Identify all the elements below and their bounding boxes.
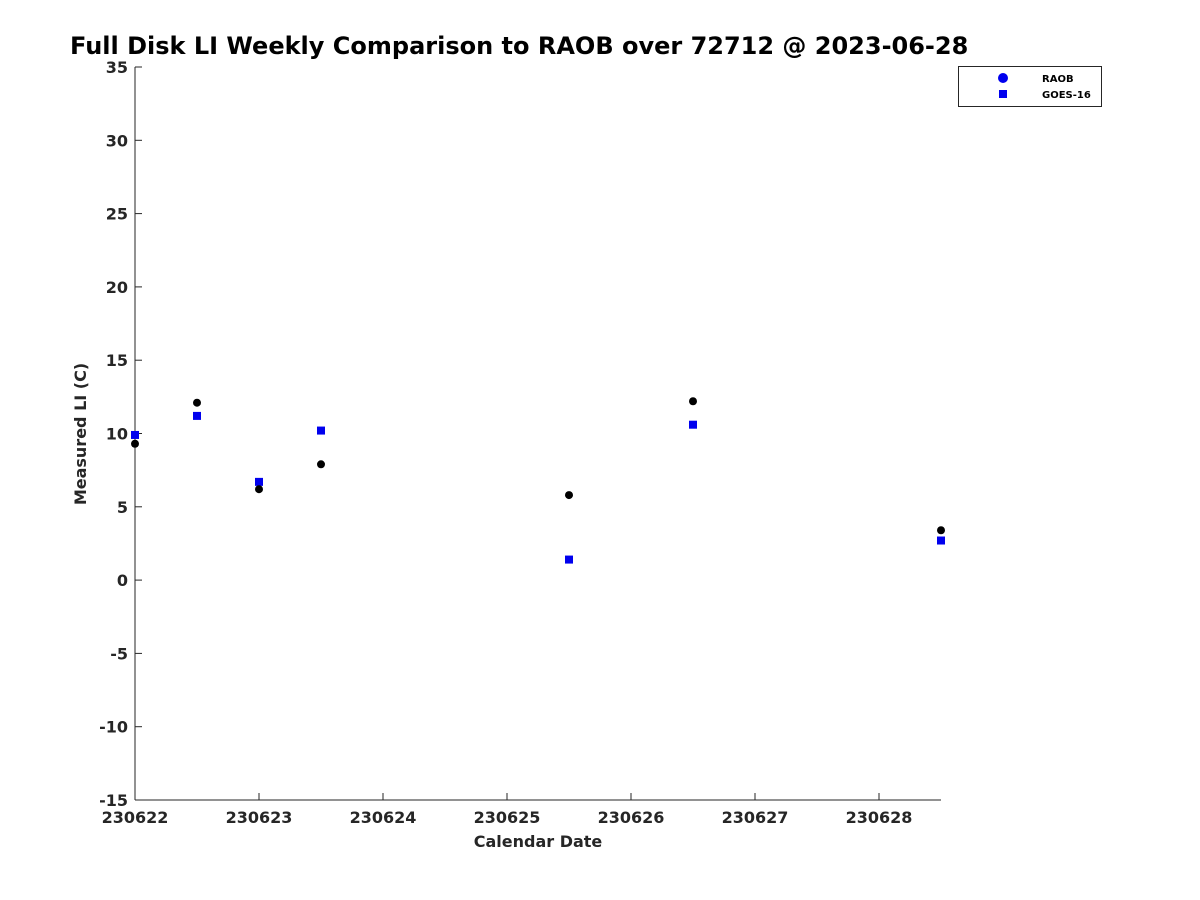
- goes16-point: [937, 536, 945, 545]
- x-tick-label: 230628: [846, 808, 913, 827]
- raob-point: [193, 398, 201, 407]
- legend-goes16-marker: [999, 90, 1007, 98]
- y-tick-label: 10: [106, 425, 128, 444]
- legend: RAOB GOES-16: [958, 66, 1102, 107]
- raob-point: [317, 460, 325, 469]
- goes16-point: [317, 426, 325, 435]
- goes16-point: [255, 477, 263, 486]
- data-points: [131, 397, 945, 564]
- y-tick-label: 15: [106, 351, 128, 370]
- x-tick-label: 230627: [722, 808, 789, 827]
- x-tick-label: 230626: [598, 808, 665, 827]
- goes16-point: [193, 411, 201, 420]
- y-tick-label: 30: [106, 131, 128, 150]
- x-tick-label: 230623: [226, 808, 293, 827]
- x-tick-label: 230624: [350, 808, 417, 827]
- goes16-point: [131, 430, 139, 439]
- y-ticks: 35 30 25 20 15 10 5 0 -5 -10 -15: [99, 58, 142, 810]
- chart-title: Full Disk LI Weekly Comparison to RAOB o…: [70, 32, 968, 60]
- goes16-point: [565, 555, 573, 564]
- goes16-point: [689, 420, 697, 429]
- y-tick-label: 5: [117, 498, 128, 517]
- x-tick-label: 230625: [474, 808, 541, 827]
- raob-point: [689, 397, 697, 406]
- y-tick-label: 25: [106, 205, 128, 224]
- x-tick-label: 230622: [102, 808, 169, 827]
- legend-label: GOES-16: [1042, 90, 1091, 101]
- raob-point: [565, 491, 573, 500]
- raob-point: [937, 526, 945, 535]
- y-tick-label: -5: [110, 644, 128, 663]
- y-tick-label: -15: [99, 791, 128, 810]
- y-tick-label: 0: [117, 571, 128, 590]
- y-tick-label: 35: [106, 58, 128, 77]
- x-ticks: 230622 230623 230624 230625 230626 230627 2306…: [102, 793, 913, 827]
- raob-point: [255, 485, 263, 494]
- y-tick-label: -10: [99, 718, 128, 737]
- legend-label: RAOB: [1042, 74, 1074, 85]
- y-axis-label: Measured LI (C): [71, 363, 90, 505]
- x-axis-label: Calendar Date: [474, 832, 603, 851]
- legend-raob-marker: [998, 73, 1008, 83]
- y-tick-label: 20: [106, 278, 128, 297]
- raob-point: [131, 439, 139, 448]
- legend-box: [958, 66, 1102, 107]
